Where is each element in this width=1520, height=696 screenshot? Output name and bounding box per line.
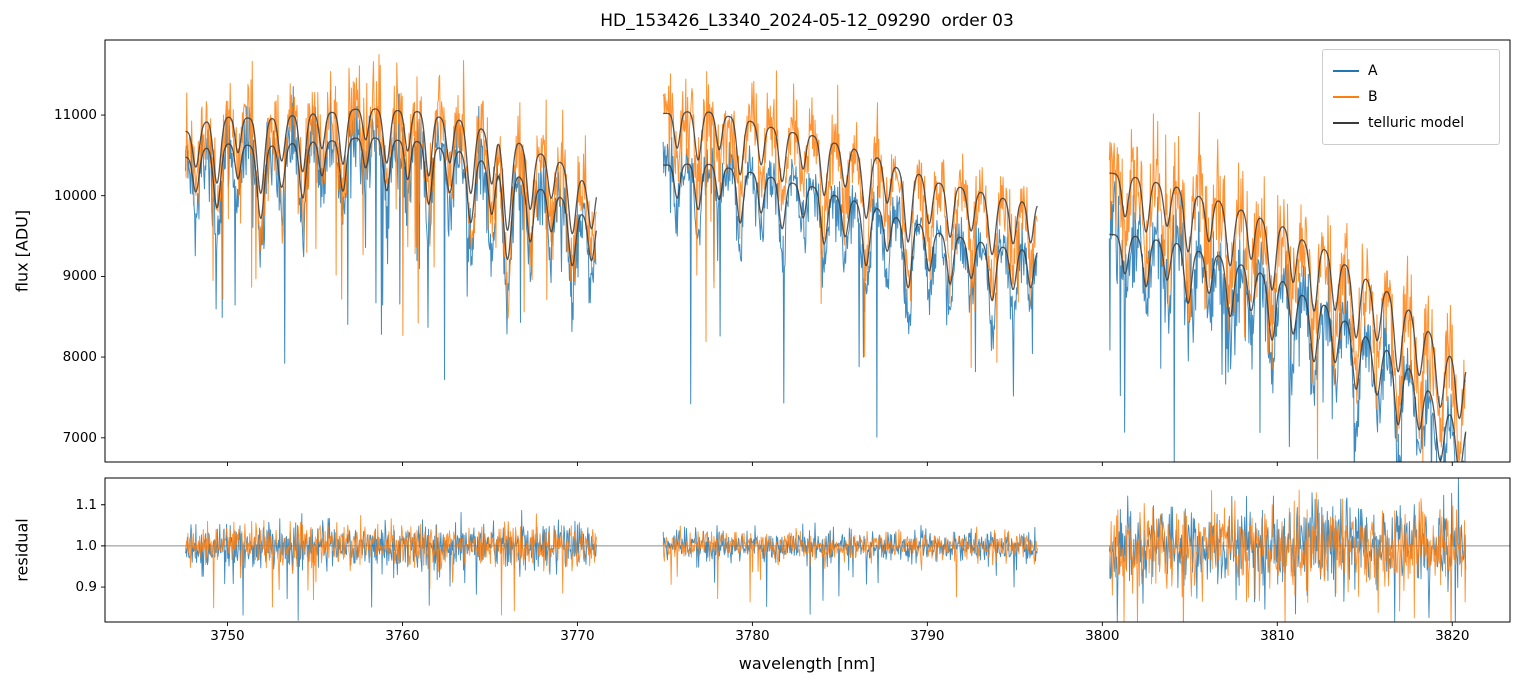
flux-y-tick-label: 7000 — [62, 429, 97, 446]
flux-y-tick-label: 9000 — [62, 268, 97, 285]
legend-label-a: A — [1368, 63, 1378, 79]
y-axis-label-residual: residual — [12, 518, 32, 582]
flux-y-tick-label: 8000 — [62, 349, 97, 366]
legend-item-telluric-model: telluric model — [1333, 110, 1489, 136]
legend-swatch-a-line — [1333, 70, 1359, 72]
x-tick-label: 3750 — [210, 628, 245, 644]
x-tick-label: 3820 — [1435, 628, 1470, 644]
y-axis-label-flux: flux [ADU] — [12, 209, 32, 293]
flux-y-tick-label: 10000 — [54, 187, 97, 204]
legend-swatch-b-line — [1333, 96, 1359, 98]
residual-y-tick-label: 0.9 — [75, 579, 97, 596]
x-axis-label: wavelength [nm] — [738, 654, 876, 673]
x-tick-label: 3770 — [560, 628, 595, 644]
legend-label-b: B — [1368, 89, 1378, 105]
legend: A B telluric model — [1322, 49, 1500, 145]
residual-y-tick-label: 1.0 — [75, 537, 97, 554]
x-tick-label: 3810 — [1260, 628, 1295, 644]
legend-item-b: B — [1333, 84, 1489, 110]
residual-y-tick-label: 1.1 — [75, 496, 97, 513]
flux-y-tick-label: 11000 — [54, 107, 97, 124]
x-tick-label: 3760 — [385, 628, 420, 644]
x-tick-label: 3800 — [1085, 628, 1120, 644]
plot-title: HD_153426_L3340_2024-05-12_09290 order 0… — [600, 11, 1014, 31]
x-tick-label: 3780 — [735, 628, 770, 644]
legend-label-telluric-model: telluric model — [1368, 115, 1465, 131]
legend-item-a: A — [1333, 58, 1489, 84]
x-tick-label: 3790 — [910, 628, 945, 644]
legend-swatch-telluric-line — [1333, 122, 1359, 124]
